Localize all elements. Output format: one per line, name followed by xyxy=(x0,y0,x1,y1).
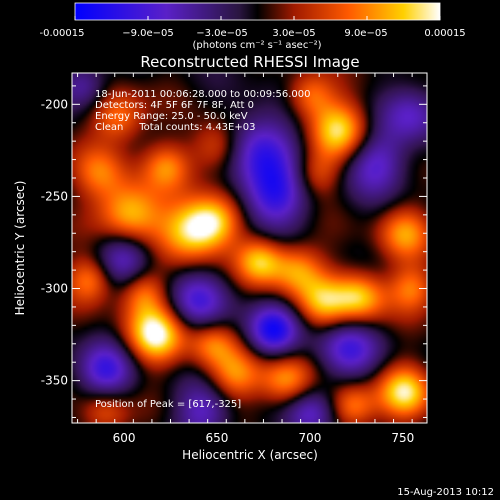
heatmap xyxy=(72,73,427,423)
y-tick-label: -200 xyxy=(41,97,68,111)
x-tick-label: 750 xyxy=(391,431,414,445)
footer-timestamp: 15-Aug-2013 10:12 xyxy=(397,487,494,498)
colorbar-tick-label: −3.0e−05 xyxy=(196,28,248,39)
colorbar-unit-label: (photons cm⁻² s⁻¹ asec⁻²) xyxy=(192,40,321,51)
annotation-clean-counts: Clean Total counts: 4.43E+03 xyxy=(95,122,255,133)
peak-position-label: Position of Peak = [617,-325] xyxy=(95,399,241,410)
heatmap-image xyxy=(72,73,427,423)
colorbar-tick-label: 0.00015 xyxy=(424,28,465,39)
x-axis-label: Heliocentric X (arcsec) xyxy=(182,448,318,462)
plot-frame xyxy=(71,72,428,424)
colorbar-tick-label: -0.00015 xyxy=(40,28,85,39)
colorbar-tick-label: 3.0e−05 xyxy=(272,28,315,39)
colorbar-ticks xyxy=(74,16,441,20)
y-tick-label: -350 xyxy=(41,374,68,388)
chart-title: Reconstructed RHESSI Image xyxy=(140,53,359,71)
annotation-time-range: 18-Jun-2011 00:06:28.000 to 00:09:56.000 xyxy=(95,89,311,100)
y-axis-label: Heliocentric Y (arcsec) xyxy=(13,181,27,316)
x-tick-label: 600 xyxy=(113,431,136,445)
annotation-detectors: Detectors: 4F 5F 6F 7F 8F, Att 0 xyxy=(95,100,254,111)
annotation-energy-range: Energy Range: 25.0 - 50.0 keV xyxy=(95,111,248,122)
x-tick-label: 700 xyxy=(298,431,321,445)
axis-ticks xyxy=(72,73,427,423)
colorbar xyxy=(74,2,441,21)
colorbar-tick-label: 9.0e−05 xyxy=(344,28,387,39)
colorbar-tick-label: −9.0e−05 xyxy=(122,28,174,39)
x-tick-label: 650 xyxy=(206,431,229,445)
y-tick-label: -300 xyxy=(41,282,68,296)
y-tick-label: -250 xyxy=(41,189,68,203)
